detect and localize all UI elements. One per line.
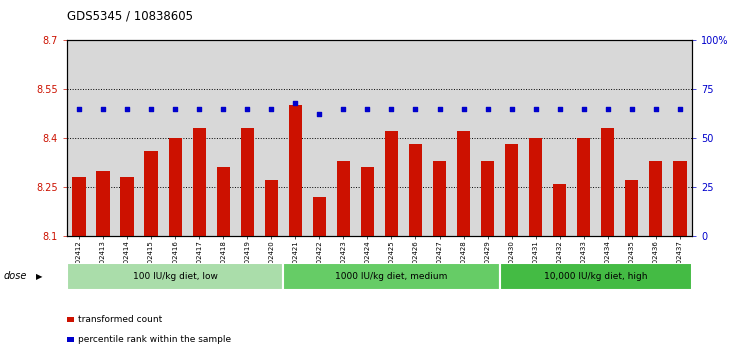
Bar [625, 180, 638, 236]
Text: ▶: ▶ [36, 272, 42, 281]
Point [217, 106, 229, 111]
Point [506, 106, 518, 111]
Point [458, 106, 469, 111]
Bar [168, 138, 182, 236]
Bar [385, 131, 398, 236]
Text: percentile rank within the sample: percentile rank within the sample [78, 335, 231, 344]
Point [674, 106, 686, 111]
Point [289, 100, 301, 106]
Point [481, 106, 493, 111]
Text: dose: dose [4, 271, 27, 281]
Bar [601, 128, 615, 236]
Bar [553, 184, 566, 236]
Bar [265, 180, 278, 236]
Point [313, 111, 325, 117]
Point [73, 106, 85, 111]
Bar [283, 263, 500, 290]
Bar [577, 138, 591, 236]
Text: transformed count: transformed count [78, 315, 162, 324]
Bar [67, 263, 283, 290]
Bar [409, 144, 422, 236]
Point [193, 106, 205, 111]
Bar [529, 138, 542, 236]
Point [530, 106, 542, 111]
Text: 100 IU/kg diet, low: 100 IU/kg diet, low [132, 272, 217, 281]
Point [626, 106, 638, 111]
Point [362, 106, 373, 111]
Point [169, 106, 181, 111]
Point [385, 106, 397, 111]
Point [121, 106, 133, 111]
Bar [312, 197, 326, 236]
Bar [337, 161, 350, 236]
Bar [144, 151, 158, 236]
Bar [361, 167, 374, 236]
Bar [193, 128, 206, 236]
Point [602, 106, 614, 111]
Bar [289, 105, 302, 236]
Bar [217, 167, 230, 236]
Point [145, 106, 157, 111]
Bar [650, 161, 662, 236]
Bar [97, 171, 109, 236]
Point [554, 106, 565, 111]
Point [434, 106, 446, 111]
Text: 1000 IU/kg diet, medium: 1000 IU/kg diet, medium [336, 272, 448, 281]
Bar [457, 131, 470, 236]
Bar [500, 263, 692, 290]
Point [266, 106, 278, 111]
Bar [240, 128, 254, 236]
Bar [505, 144, 519, 236]
Text: 10,000 IU/kg diet, high: 10,000 IU/kg diet, high [544, 272, 647, 281]
Bar [481, 161, 494, 236]
Point [409, 106, 421, 111]
Point [650, 106, 662, 111]
Bar [72, 177, 86, 236]
Point [97, 106, 109, 111]
Point [578, 106, 590, 111]
Point [338, 106, 350, 111]
Bar [121, 177, 134, 236]
Point [241, 106, 253, 111]
Text: GDS5345 / 10838605: GDS5345 / 10838605 [67, 9, 193, 22]
Bar [673, 161, 687, 236]
Bar [433, 161, 446, 236]
